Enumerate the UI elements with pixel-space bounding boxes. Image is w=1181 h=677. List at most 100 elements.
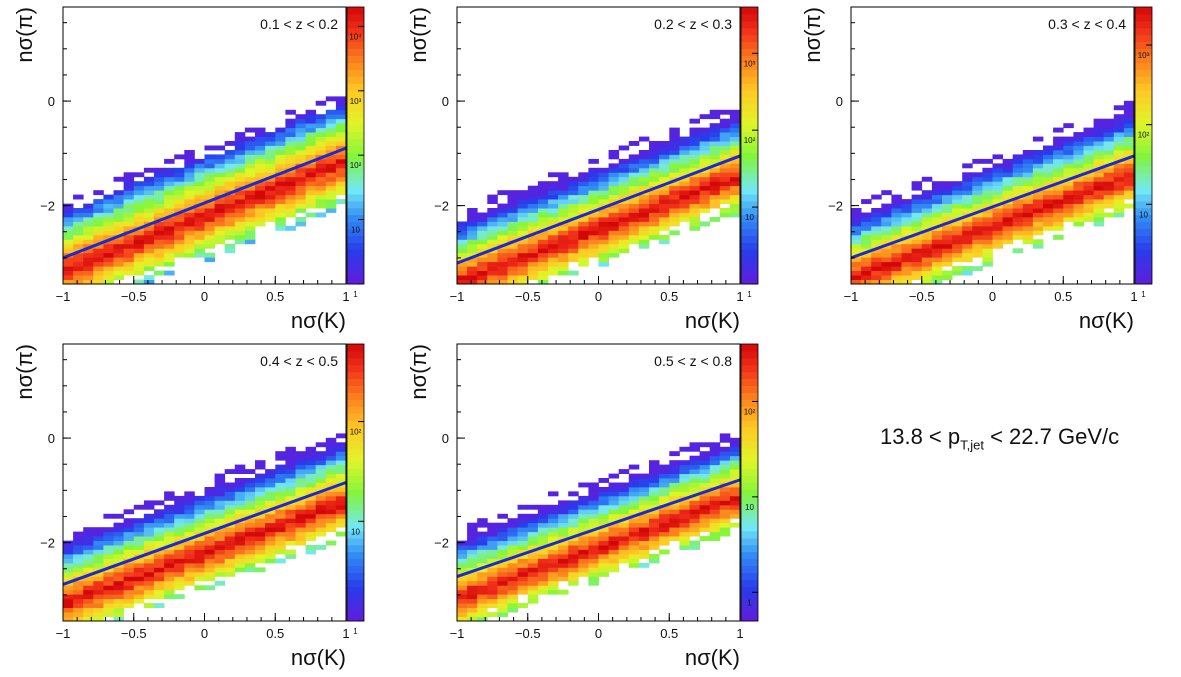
heatmap-cell — [487, 199, 498, 204]
heatmap-cell — [204, 554, 215, 559]
heatmap-cell — [143, 518, 155, 524]
colorbar-segment — [1135, 207, 1152, 216]
heatmap-cell — [174, 549, 185, 555]
colorbar-segment — [741, 385, 758, 393]
heatmap-cell — [487, 275, 498, 280]
heatmap-cell — [1032, 158, 1044, 164]
heatmap-cell — [174, 248, 185, 254]
heatmap-cell — [679, 513, 690, 519]
heatmap-cell — [507, 248, 518, 254]
heatmap-cell — [204, 154, 215, 160]
heatmap-cell — [901, 225, 912, 231]
heatmap-cell — [184, 239, 195, 245]
heatmap-cell — [649, 203, 660, 209]
colorbar-segment — [741, 69, 758, 77]
heatmap-cell — [73, 531, 84, 537]
heatmap-cell — [305, 190, 317, 196]
heatmap-cell — [689, 150, 700, 155]
heatmap-cell — [982, 212, 993, 218]
colorbar-segment — [1135, 277, 1152, 285]
colorbar-segment — [741, 475, 758, 483]
heatmap-cell — [477, 589, 488, 595]
heatmap-cell — [709, 473, 721, 479]
heatmap-cell — [143, 554, 155, 559]
heatmap-cell — [719, 455, 731, 461]
heatmap-cell — [649, 500, 660, 506]
heatmap-cell — [204, 243, 215, 249]
y-tick-label: 0 — [48, 94, 55, 109]
heatmap-cell — [881, 266, 892, 271]
heatmap-cell — [184, 554, 195, 559]
heatmap-cell — [133, 199, 145, 204]
heatmap-cell — [517, 504, 529, 510]
heatmap-cell — [507, 580, 518, 586]
heatmap-cell — [649, 491, 660, 497]
heatmap-cell — [578, 221, 589, 227]
heatmap-cell — [244, 469, 256, 474]
heatmap-cell — [588, 518, 599, 524]
heatmap-cell — [649, 194, 660, 200]
heatmap-cell — [154, 540, 165, 546]
heatmap-cell — [467, 536, 478, 541]
heatmap-cell — [689, 199, 700, 204]
heatmap-cell — [93, 190, 104, 196]
heatmap-cell — [861, 212, 872, 218]
heatmap-cell — [1083, 145, 1094, 151]
heatmap-cell — [1002, 212, 1014, 218]
heatmap-cell — [204, 234, 215, 240]
colorbar-segment — [741, 256, 758, 264]
heatmap-cell — [942, 203, 953, 209]
heatmap-cell — [244, 203, 256, 209]
heatmap-cell — [265, 154, 276, 160]
heatmap-cell — [871, 225, 882, 231]
heatmap-cell — [1053, 136, 1064, 142]
heatmap-cell — [1012, 167, 1024, 173]
heatmap-cell — [669, 154, 680, 160]
heatmap-cell — [618, 487, 630, 492]
heatmap-cell — [164, 531, 175, 537]
heatmap-cell — [871, 248, 882, 254]
colorbar-segment — [347, 34, 364, 43]
heatmap-cell — [659, 473, 670, 479]
heatmap-cell — [719, 185, 731, 191]
heatmap-cell — [214, 158, 226, 164]
heatmap-cell — [214, 509, 226, 515]
heatmap-cell — [598, 199, 609, 204]
heatmap-cell — [649, 208, 660, 213]
heatmap-cell — [497, 208, 508, 213]
heatmap-cell — [275, 132, 286, 137]
heatmap-cell — [73, 261, 84, 267]
heatmap-cell — [103, 567, 114, 573]
heatmap-cell — [93, 275, 104, 280]
heatmap-cell — [931, 217, 943, 222]
heatmap-cell — [325, 513, 337, 519]
heatmap-cell — [588, 558, 599, 564]
heatmap-cell — [265, 199, 276, 204]
heatmap-cell — [244, 549, 256, 555]
heatmap-cell — [618, 491, 630, 497]
heatmap-cell — [295, 504, 306, 510]
heatmap-cell — [1012, 225, 1024, 231]
colorbar-segment — [1135, 194, 1152, 202]
heatmap-cell — [931, 252, 943, 258]
heatmap-cell — [992, 176, 1003, 182]
colorbar-segment — [741, 496, 758, 504]
heatmap-cell — [174, 154, 185, 160]
heatmap-cell — [315, 172, 327, 178]
heatmap-cell — [73, 589, 84, 595]
heatmap-cell — [527, 594, 539, 600]
heatmap-cell — [719, 460, 731, 466]
heatmap-cell — [558, 230, 569, 236]
heatmap-cell — [972, 234, 983, 240]
heatmap-cell — [1053, 194, 1064, 200]
heatmap-cell — [305, 141, 317, 146]
heatmap-cell — [275, 513, 286, 519]
heatmap-cell — [638, 562, 650, 568]
heatmap-cell — [679, 491, 690, 497]
heatmap-cell — [315, 176, 327, 182]
x-axis-label: nσ(K) — [291, 308, 346, 333]
heatmap-cell — [527, 554, 539, 559]
heatmap-cell — [234, 203, 246, 209]
heatmap-cell — [194, 562, 205, 568]
colorbar-tick-label: 1 — [747, 598, 752, 607]
